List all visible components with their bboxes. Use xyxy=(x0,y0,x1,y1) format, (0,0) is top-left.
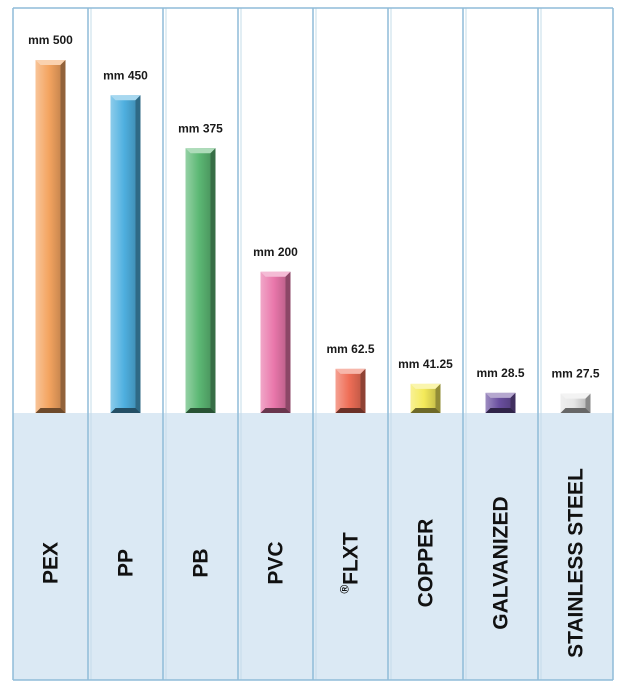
bar-bevel-top xyxy=(185,148,216,154)
bar-bevel-top xyxy=(335,368,366,374)
bar-bevel-right xyxy=(135,95,141,414)
category-label: PEX xyxy=(40,542,63,584)
category-name: PB xyxy=(190,548,213,577)
bar-bevel-right xyxy=(285,271,291,413)
value-label: mm 200 xyxy=(253,245,298,259)
bar-bevel-top xyxy=(560,393,591,399)
bar-pvc xyxy=(260,271,291,413)
category-label: STAINLESS STEEL xyxy=(565,468,588,658)
category-label: ®FLXT xyxy=(338,532,363,594)
category-label: PVC xyxy=(265,541,288,584)
category-name: GALVANIZED xyxy=(490,496,513,629)
bar-pex xyxy=(35,60,66,413)
bar-bevel-top xyxy=(260,271,291,277)
column-backgrounds xyxy=(12,7,614,681)
category-label: COPPER xyxy=(415,519,438,608)
category-label: PP xyxy=(115,549,138,577)
bar-stainless-steel xyxy=(560,393,591,413)
bar-bevel-bottom xyxy=(485,408,516,413)
value-labels: mm 500 mm 450 mm 375 mm 200 mm 62.5 mm 41.25 m… xyxy=(28,33,600,381)
category-label: GALVANIZED xyxy=(490,496,513,629)
bar-galvanized xyxy=(485,392,516,413)
bar-bevel-top xyxy=(110,95,141,101)
bar-bevel-bottom xyxy=(560,408,591,413)
bar-bevel-top xyxy=(35,60,66,65)
value-label: mm 62.5 xyxy=(326,342,374,356)
bar-bevel-top xyxy=(410,383,441,389)
registered-mark: ® xyxy=(338,585,352,594)
category-name: PVC xyxy=(265,541,288,584)
bar xyxy=(485,392,516,413)
category-label: PB xyxy=(190,548,213,577)
bar-bevel-bottom xyxy=(35,408,66,413)
value-label: mm 375 xyxy=(178,121,223,135)
bars xyxy=(35,60,591,414)
value-label: mm 28.5 xyxy=(476,366,524,380)
value-label: mm 41.25 xyxy=(398,357,453,371)
category-name: STAINLESS STEEL xyxy=(565,468,588,658)
bar-pp xyxy=(110,95,141,414)
bar-bevel-right xyxy=(60,60,66,413)
bar-bevel-right xyxy=(510,392,516,413)
category-name: COPPER xyxy=(415,519,438,608)
bar-flxt xyxy=(335,368,366,413)
category-name: FLXT xyxy=(340,532,363,585)
bar-bevel-bottom xyxy=(410,408,441,413)
bar-bevel-top xyxy=(485,392,516,398)
category-name: PEX xyxy=(40,542,63,584)
value-label: mm 500 xyxy=(28,33,73,47)
bar-bevel-right xyxy=(585,393,591,413)
category-labels: PEX PP PB PVC ®FLXT COPPER GALVANIZED STAINLESS… xyxy=(40,468,588,658)
bar-copper xyxy=(410,383,441,413)
value-label: mm 27.5 xyxy=(551,367,599,381)
bar-bevel-right xyxy=(360,368,366,413)
bar-bevel-right xyxy=(435,383,441,413)
bar-bevel-bottom xyxy=(185,408,216,413)
bar-bevel-bottom xyxy=(110,408,141,413)
value-label: mm 450 xyxy=(103,68,148,82)
category-name: PP xyxy=(115,549,138,577)
bar-bevel-bottom xyxy=(260,408,291,413)
bar-bevel-bottom xyxy=(335,408,366,413)
bar-bevel-right xyxy=(210,148,216,413)
bar-pb xyxy=(185,148,216,413)
